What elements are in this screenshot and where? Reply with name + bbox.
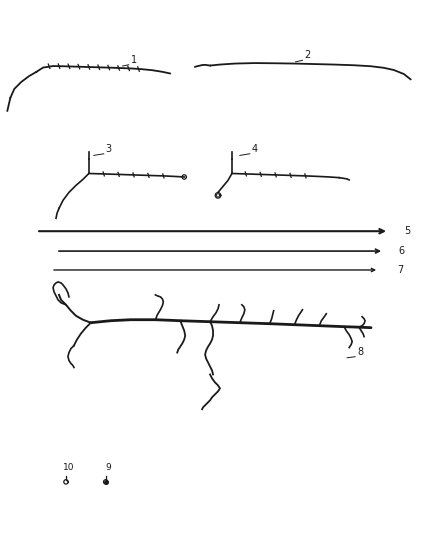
Text: 1: 1 xyxy=(131,54,137,64)
Text: 7: 7 xyxy=(397,265,403,275)
Text: 8: 8 xyxy=(357,346,363,357)
Text: 4: 4 xyxy=(252,143,258,154)
Text: 10: 10 xyxy=(63,463,74,472)
Text: 6: 6 xyxy=(399,246,405,256)
Text: 9: 9 xyxy=(106,463,112,472)
Text: 3: 3 xyxy=(106,143,112,154)
Text: 5: 5 xyxy=(404,226,410,236)
Text: 2: 2 xyxy=(304,50,311,60)
